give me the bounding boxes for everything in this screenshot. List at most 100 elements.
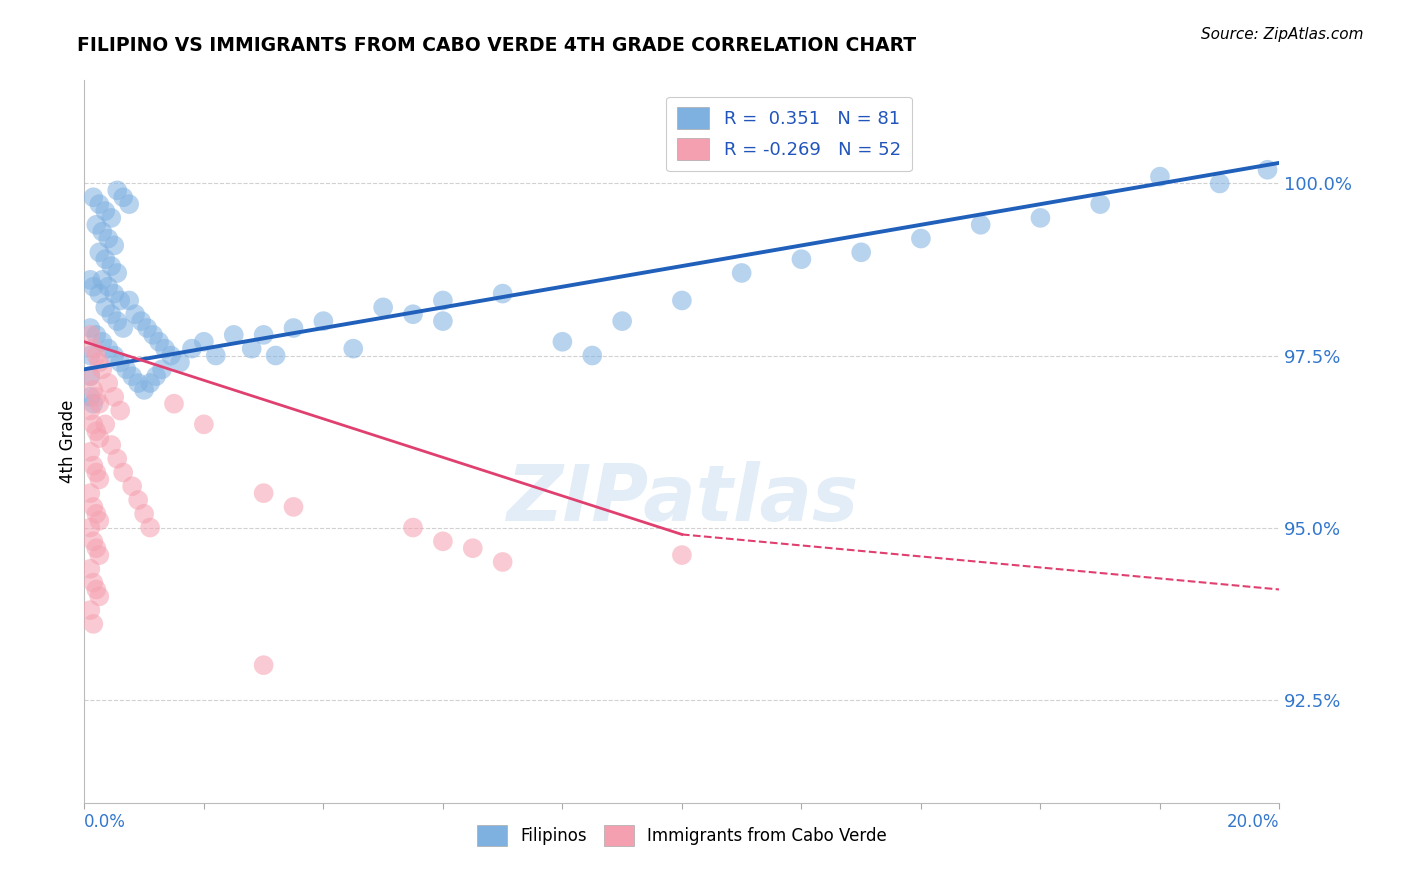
- Point: [612, 314, 634, 328]
- Point: [82, 279, 104, 293]
- Point: [89, 355, 111, 369]
- Point: [100, 307, 122, 321]
- Point: [142, 327, 165, 342]
- Point: [139, 376, 162, 390]
- Point: [115, 362, 138, 376]
- Point: [432, 534, 454, 549]
- Point: [97, 279, 120, 293]
- Point: [86, 466, 108, 480]
- Point: [731, 266, 754, 280]
- Point: [91, 273, 114, 287]
- Point: [492, 286, 515, 301]
- Point: [222, 327, 245, 342]
- Point: [150, 362, 173, 376]
- Point: [790, 252, 813, 267]
- Point: [1090, 197, 1112, 211]
- Point: [671, 293, 693, 308]
- Point: [79, 486, 101, 500]
- Point: [240, 342, 263, 356]
- Y-axis label: 4th Grade: 4th Grade: [59, 400, 77, 483]
- Point: [127, 376, 149, 390]
- Point: [79, 520, 101, 534]
- Point: [193, 417, 215, 432]
- Point: [94, 301, 117, 315]
- Point: [432, 314, 454, 328]
- Point: [79, 445, 101, 459]
- Point: [89, 548, 111, 562]
- Point: [82, 417, 104, 432]
- Point: [118, 197, 141, 211]
- Point: [91, 362, 114, 376]
- Point: [91, 334, 114, 349]
- Point: [671, 548, 693, 562]
- Point: [402, 307, 425, 321]
- Point: [94, 252, 117, 267]
- Point: [86, 327, 108, 342]
- Point: [97, 231, 120, 245]
- Point: [145, 369, 167, 384]
- Point: [79, 327, 101, 342]
- Point: [82, 616, 104, 631]
- Point: [103, 349, 125, 363]
- Point: [139, 520, 162, 534]
- Point: [970, 218, 993, 232]
- Point: [124, 307, 146, 321]
- Point: [86, 390, 108, 404]
- Point: [283, 321, 305, 335]
- Point: [205, 349, 228, 363]
- Point: [253, 327, 276, 342]
- Point: [79, 390, 101, 404]
- Point: [86, 349, 108, 363]
- Text: FILIPINO VS IMMIGRANTS FROM CABO VERDE 4TH GRADE CORRELATION CHART: FILIPINO VS IMMIGRANTS FROM CABO VERDE 4…: [77, 36, 917, 54]
- Point: [86, 424, 108, 438]
- Point: [82, 397, 104, 411]
- Point: [79, 562, 101, 576]
- Point: [373, 301, 395, 315]
- Point: [105, 266, 128, 280]
- Point: [82, 575, 104, 590]
- Point: [160, 349, 183, 363]
- Point: [89, 514, 111, 528]
- Point: [118, 293, 141, 308]
- Point: [105, 314, 128, 328]
- Point: [82, 383, 104, 397]
- Text: ZIPatlas: ZIPatlas: [506, 461, 858, 537]
- Point: [136, 321, 159, 335]
- Point: [851, 245, 873, 260]
- Point: [100, 438, 122, 452]
- Legend: Filipinos, Immigrants from Cabo Verde: Filipinos, Immigrants from Cabo Verde: [471, 819, 893, 852]
- Point: [169, 355, 191, 369]
- Point: [105, 451, 128, 466]
- Point: [253, 486, 276, 500]
- Point: [103, 286, 125, 301]
- Point: [910, 231, 932, 245]
- Text: 0.0%: 0.0%: [84, 813, 127, 830]
- Point: [129, 314, 152, 328]
- Point: [264, 349, 287, 363]
- Point: [121, 479, 143, 493]
- Point: [97, 342, 120, 356]
- Point: [1149, 169, 1171, 184]
- Point: [103, 238, 125, 252]
- Point: [82, 534, 104, 549]
- Point: [86, 582, 108, 597]
- Point: [89, 286, 111, 301]
- Point: [91, 225, 114, 239]
- Point: [127, 493, 149, 508]
- Point: [132, 383, 156, 397]
- Point: [82, 190, 104, 204]
- Point: [163, 397, 186, 411]
- Point: [432, 293, 454, 308]
- Point: [89, 590, 111, 604]
- Point: [581, 349, 603, 363]
- Point: [79, 403, 101, 417]
- Point: [461, 541, 484, 556]
- Point: [105, 183, 128, 197]
- Point: [1029, 211, 1052, 225]
- Point: [79, 603, 101, 617]
- Point: [89, 245, 111, 260]
- Point: [312, 314, 335, 328]
- Point: [1209, 177, 1232, 191]
- Point: [82, 342, 104, 356]
- Point: [253, 658, 276, 673]
